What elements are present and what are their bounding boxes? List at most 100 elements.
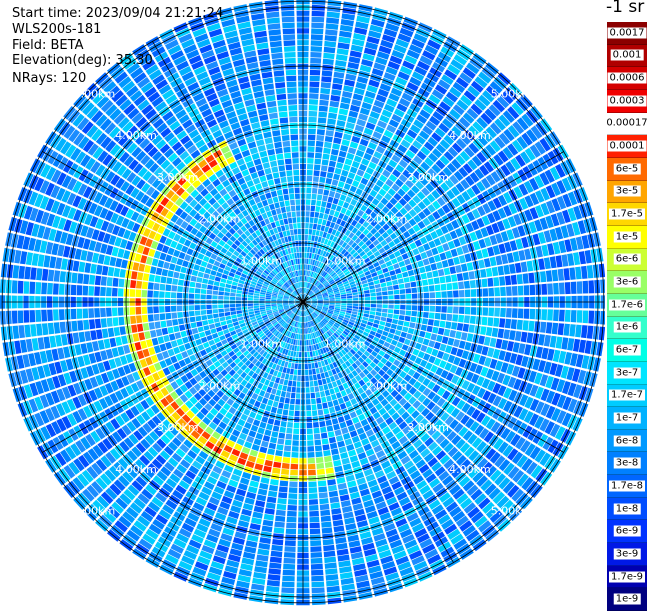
gate-cell bbox=[264, 392, 270, 399]
gate-cell bbox=[339, 108, 349, 115]
gate-cell bbox=[370, 293, 376, 297]
gate-cell bbox=[169, 263, 176, 270]
gate-cell bbox=[296, 393, 300, 399]
gate-cell bbox=[277, 498, 286, 504]
gate-cell bbox=[395, 268, 401, 274]
gate-cell bbox=[195, 288, 201, 293]
gate-cell bbox=[503, 329, 510, 339]
gate-cell bbox=[271, 388, 277, 394]
gate-cell bbox=[200, 294, 206, 299]
gate-cell bbox=[329, 161, 336, 168]
gate-cell bbox=[329, 209, 335, 215]
gate-cell bbox=[55, 257, 62, 269]
gate-cell bbox=[388, 305, 394, 309]
gate-cell bbox=[71, 273, 77, 284]
gate-cell bbox=[208, 319, 214, 324]
gate-cell bbox=[207, 314, 213, 319]
gate-cell bbox=[334, 466, 343, 473]
gate-cell bbox=[323, 539, 334, 545]
gate-cell bbox=[14, 250, 21, 264]
gate-cell bbox=[231, 289, 237, 293]
gate-cell bbox=[257, 427, 264, 434]
gate-cell bbox=[396, 342, 403, 348]
gate-cell bbox=[556, 337, 563, 349]
gate-cell bbox=[524, 285, 530, 295]
gate-cell bbox=[471, 289, 477, 297]
gate-cell bbox=[278, 433, 285, 439]
gate-cell bbox=[464, 281, 470, 289]
gate-cell bbox=[266, 387, 272, 394]
gate-cell bbox=[343, 164, 351, 171]
gate-cell bbox=[201, 261, 208, 267]
gate-cell bbox=[294, 423, 300, 429]
gate-cell bbox=[541, 284, 547, 295]
gate-cell bbox=[114, 268, 121, 277]
gate-cell bbox=[400, 305, 406, 310]
gate-cell bbox=[376, 312, 382, 316]
gate-cell bbox=[36, 268, 43, 280]
gate-cell bbox=[312, 188, 318, 194]
gate-cell bbox=[405, 283, 411, 289]
gate-cell bbox=[144, 331, 151, 339]
gate-cell bbox=[118, 317, 124, 326]
gate-cell bbox=[89, 319, 95, 329]
gate-cell bbox=[288, 362, 292, 368]
gate-cell bbox=[439, 276, 445, 283]
gate-cell bbox=[467, 333, 474, 342]
gate-cell bbox=[498, 329, 505, 339]
gate-cell bbox=[518, 309, 524, 319]
gate-cell bbox=[365, 307, 371, 310]
gate-cell bbox=[289, 410, 295, 416]
gate-cell bbox=[342, 584, 356, 591]
gate-cell bbox=[220, 283, 226, 288]
gate-cell bbox=[381, 287, 387, 291]
gate-cell bbox=[278, 384, 283, 390]
gate-cell bbox=[295, 399, 300, 405]
gate-cell bbox=[305, 381, 309, 387]
gate-cell bbox=[376, 292, 382, 296]
gate-cell bbox=[375, 284, 381, 288]
gate-cell bbox=[388, 333, 395, 339]
gate-cell bbox=[92, 341, 99, 351]
gate-cell bbox=[35, 310, 41, 322]
gate-cell bbox=[579, 340, 586, 353]
gate-cell bbox=[341, 578, 354, 585]
gate-cell bbox=[333, 424, 340, 431]
gate-cell bbox=[323, 450, 331, 456]
gate-cell bbox=[344, 183, 351, 190]
gate-cell bbox=[291, 452, 298, 458]
gate-cell bbox=[451, 322, 457, 330]
gate-cell bbox=[388, 295, 394, 299]
gate-cell bbox=[330, 502, 340, 509]
gate-cell bbox=[528, 321, 534, 332]
gate-cell bbox=[438, 269, 445, 276]
gate-cell bbox=[321, 76, 332, 82]
gate-cell bbox=[203, 342, 210, 348]
gate-cell bbox=[329, 437, 336, 444]
gate-cell bbox=[252, 578, 265, 585]
gate-cell bbox=[341, 170, 348, 177]
gate-cell bbox=[541, 309, 547, 320]
gate-cell bbox=[331, 89, 341, 96]
gate-cell bbox=[305, 235, 308, 240]
gate-cell bbox=[318, 219, 323, 225]
gate-cell bbox=[315, 236, 319, 242]
gate-cell bbox=[328, 215, 333, 221]
gate-cell bbox=[434, 255, 441, 263]
gate-cell bbox=[405, 316, 411, 322]
gate-cell bbox=[571, 310, 577, 322]
gate-cell bbox=[286, 523, 296, 529]
gate-cell bbox=[160, 253, 167, 261]
gate-cell bbox=[311, 34, 323, 40]
gate-cell bbox=[283, 457, 291, 463]
gate-cell bbox=[307, 247, 310, 253]
gate-cell bbox=[266, 502, 276, 509]
gate-cell bbox=[334, 526, 345, 533]
gate-cell bbox=[377, 296, 383, 300]
gate-cell bbox=[343, 202, 349, 209]
gate-cell bbox=[130, 307, 136, 315]
gate-cell bbox=[307, 434, 313, 440]
gate-cell bbox=[212, 265, 219, 271]
gate-cell bbox=[309, 93, 319, 99]
gate-cell bbox=[410, 317, 416, 323]
